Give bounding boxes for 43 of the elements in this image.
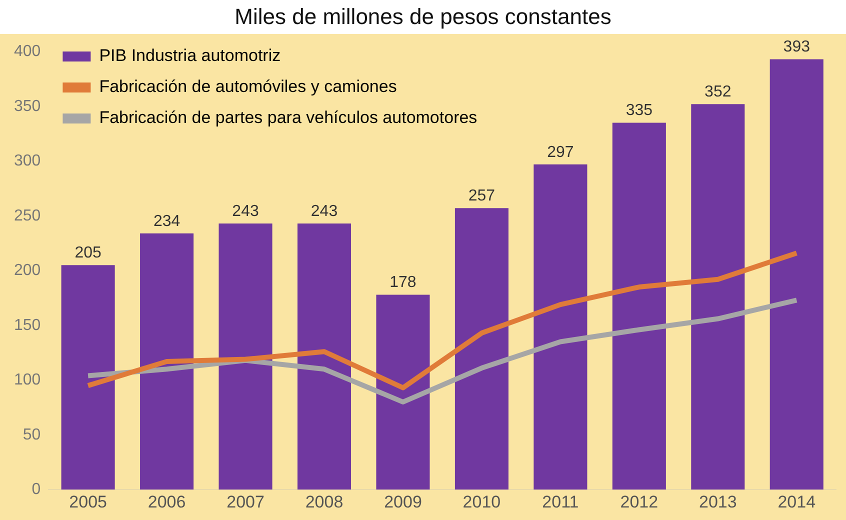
- x-tick-label: 2007: [226, 492, 264, 512]
- y-tick-label: 200: [14, 262, 41, 280]
- bar: [297, 224, 352, 490]
- data-label: 243: [310, 202, 338, 220]
- x-tick-label: 2009: [384, 492, 422, 512]
- bar: [376, 294, 430, 490]
- data-label: 352: [704, 84, 732, 101]
- legend-label: Fabricación de partes para vehículos automotores: [99, 108, 478, 128]
- data-label: 205: [74, 244, 102, 262]
- x-tick-label: 2013: [698, 492, 737, 512]
- legend-label: PIB Industria automotriz: [99, 46, 281, 66]
- legend-label: Fabricación de automóviles y camiones: [99, 77, 397, 96]
- bar: [612, 122, 666, 490]
- bar: [770, 59, 824, 490]
- x-tick-label: 2014: [778, 492, 816, 512]
- y-tick-label: 50: [22, 426, 41, 444]
- chart-title: Miles de millones de pesos constantes: [234, 3, 612, 31]
- data-label: 257: [468, 188, 496, 205]
- x-tick-label: 2012: [620, 492, 658, 512]
- bar: [534, 164, 588, 490]
- data-label: 234: [153, 212, 180, 230]
- y-tick-label: 150: [14, 316, 41, 334]
- x-tick-label: 2011: [542, 492, 579, 512]
- y-tick-label: 350: [14, 98, 41, 115]
- y-tick-label: 250: [14, 207, 41, 224]
- y-tick-label: 300: [14, 152, 41, 170]
- bar: [691, 104, 745, 490]
- x-tick-label: 2008: [305, 492, 344, 512]
- bar: [140, 233, 194, 490]
- bar: [61, 265, 115, 490]
- data-label: 297: [547, 144, 574, 161]
- data-label: 393: [783, 38, 810, 56]
- data-label: 178: [390, 274, 416, 292]
- bar: [218, 224, 272, 490]
- bar: [454, 208, 508, 490]
- y-tick-label: 100: [14, 372, 41, 389]
- data-label: 335: [626, 102, 653, 120]
- y-tick-label: 0: [32, 481, 41, 498]
- x-tick-label: 2006: [148, 492, 186, 512]
- y-tick-label: 400: [14, 43, 41, 60]
- data-label: 243: [232, 202, 259, 220]
- x-tick-label: 2010: [462, 492, 501, 512]
- x-tick-label: 2005: [69, 492, 107, 512]
